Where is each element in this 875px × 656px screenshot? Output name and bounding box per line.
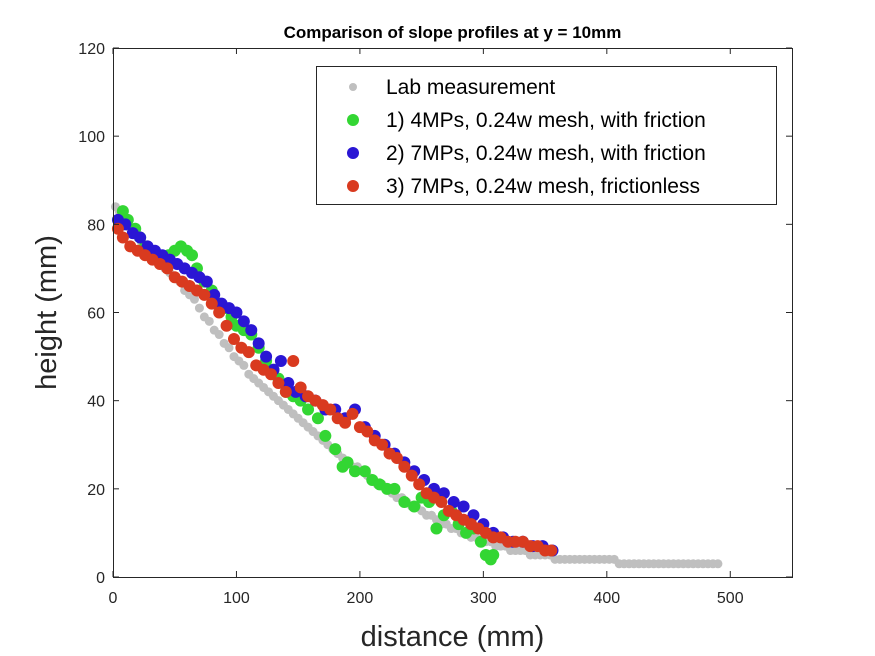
data-point <box>447 496 460 509</box>
legend: Lab measurement 1) 4MPs, 0.24w mesh, wit… <box>316 66 777 205</box>
data-point <box>311 412 324 425</box>
data-point <box>186 249 199 262</box>
data-point <box>388 482 401 495</box>
data-point <box>189 294 199 304</box>
data-point <box>237 315 250 328</box>
x-tick-label: 400 <box>593 590 620 607</box>
data-point <box>487 548 500 561</box>
data-point <box>361 425 374 438</box>
legend-label-4mps: 1) 4MPs, 0.24w mesh, with friction <box>386 109 706 132</box>
data-point <box>220 319 233 332</box>
data-point <box>474 535 487 548</box>
data-point <box>245 324 258 337</box>
y-axis-label: height (mm) <box>31 235 63 390</box>
legend-label-7mps-frictionless: 3) 7MPs, 0.24w mesh, frictionless <box>386 175 700 198</box>
data-point <box>346 407 359 420</box>
legend-marker-7mps-frictionless <box>347 180 359 192</box>
data-point <box>272 377 285 390</box>
chart-title: Comparison of slope profiles at y = 10mm <box>284 23 622 42</box>
y-tick-label: 60 <box>87 306 105 323</box>
data-point <box>213 306 226 319</box>
y-tick-label: 120 <box>78 41 105 58</box>
y-tick-label: 80 <box>87 217 105 234</box>
data-point <box>435 496 448 509</box>
data-point <box>279 385 292 398</box>
legend-box <box>316 66 777 205</box>
series-3 <box>111 222 558 557</box>
data-point <box>134 231 147 244</box>
data-point <box>227 332 240 345</box>
data-point <box>294 381 307 394</box>
data-point <box>116 205 129 218</box>
x-tick-label: 0 <box>109 590 118 607</box>
data-point <box>398 460 411 473</box>
data-point <box>274 354 287 367</box>
data-point <box>194 303 204 313</box>
data-point <box>457 500 470 513</box>
data-point <box>341 456 354 469</box>
data-point <box>329 443 342 456</box>
data-point <box>545 544 558 557</box>
x-tick-label: 300 <box>470 590 497 607</box>
data-point <box>198 288 211 301</box>
data-point <box>242 346 255 359</box>
x-tick-label: 100 <box>223 590 250 607</box>
legend-marker-lab <box>349 83 357 91</box>
legend-label-lab: Lab measurement <box>386 76 555 99</box>
ticks-layer: 0 100 200 300 400 500 0 20 40 60 80 100 120 <box>78 41 792 607</box>
data-point <box>214 330 224 340</box>
data-point <box>116 231 129 244</box>
legend-label-7mps-friction: 2) 7MPs, 0.24w mesh, with friction <box>386 142 706 165</box>
y-tick-label: 40 <box>87 394 105 411</box>
legend-marker-7mps-friction <box>347 147 359 159</box>
data-point <box>324 403 337 416</box>
data-point <box>398 496 411 509</box>
data-point <box>376 438 389 451</box>
series-layer <box>110 202 723 569</box>
data-point <box>408 500 421 513</box>
data-point <box>339 416 352 429</box>
data-point <box>230 306 243 319</box>
data-point <box>405 469 418 482</box>
legend-marker-4mps <box>347 114 359 126</box>
data-point <box>358 465 371 478</box>
data-point <box>252 337 265 350</box>
x-tick-label: 500 <box>717 590 744 607</box>
x-axis-label: distance (mm) <box>361 621 545 653</box>
data-point <box>239 360 249 370</box>
data-point <box>319 429 332 442</box>
data-point <box>111 222 124 235</box>
data-point <box>260 350 273 363</box>
data-point <box>204 316 214 326</box>
data-point <box>224 343 234 353</box>
x-tick-label: 200 <box>347 590 374 607</box>
data-point <box>205 297 218 310</box>
data-point <box>390 451 403 464</box>
data-point <box>287 354 300 367</box>
y-tick-label: 0 <box>96 570 105 587</box>
data-point <box>348 465 361 478</box>
data-point <box>161 262 174 275</box>
data-point <box>200 275 213 288</box>
data-point <box>713 559 723 569</box>
data-point <box>413 478 426 491</box>
y-tick-label: 100 <box>78 129 105 146</box>
data-point <box>430 522 443 535</box>
y-tick-label: 20 <box>87 482 105 499</box>
data-point <box>302 403 315 416</box>
data-point <box>265 368 278 381</box>
